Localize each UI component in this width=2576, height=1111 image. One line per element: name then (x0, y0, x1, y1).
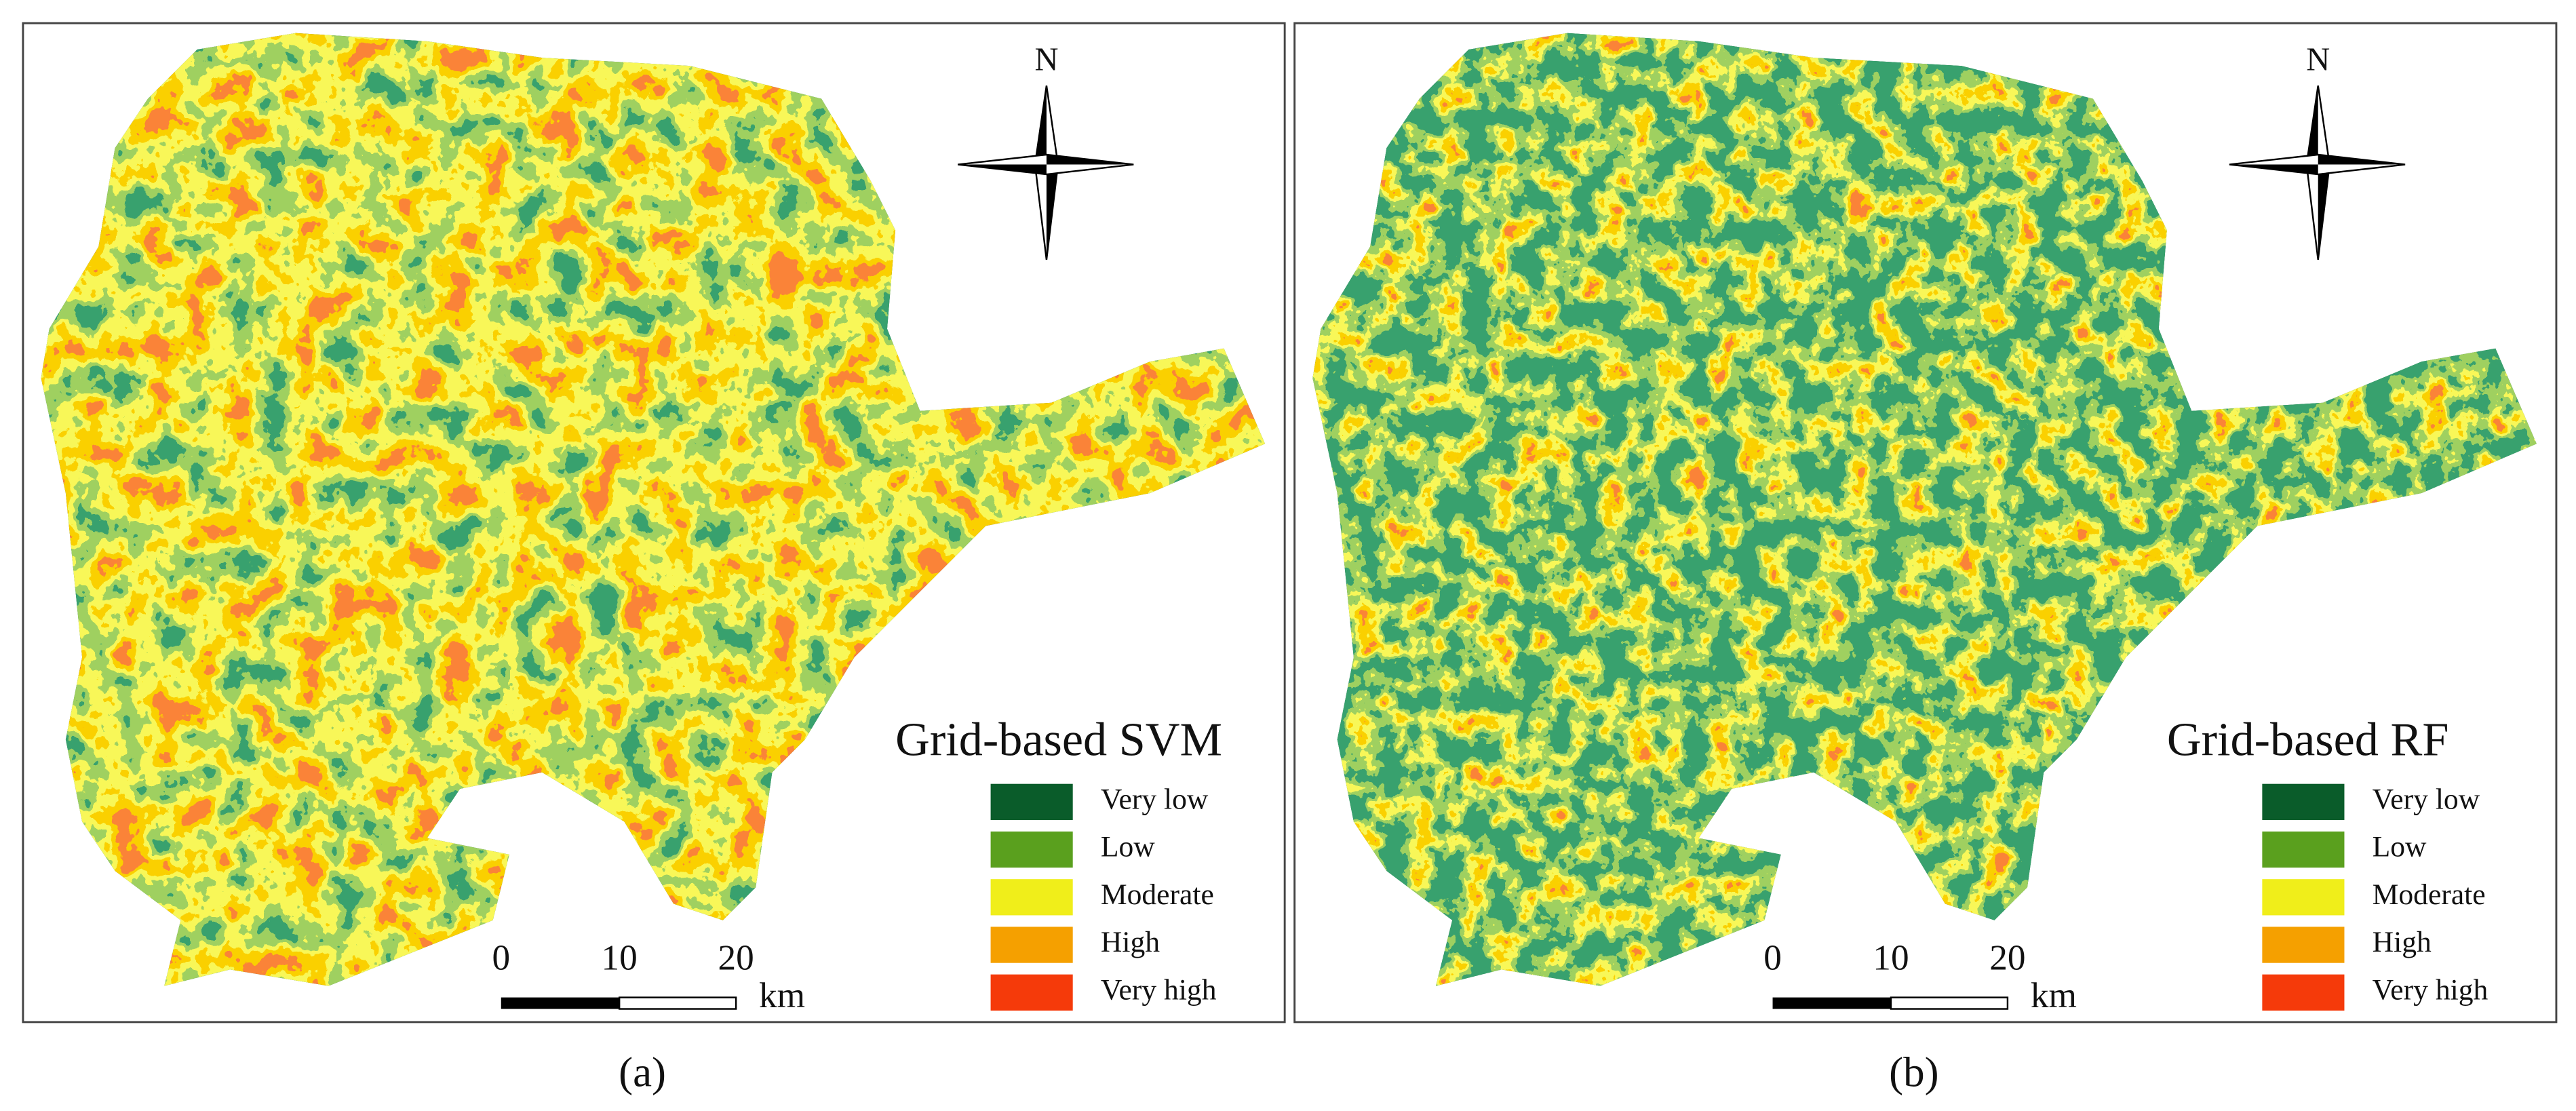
legend-swatch (2262, 974, 2345, 1011)
legend-label: Very high (2373, 973, 2489, 1006)
legend-label: Very high (1101, 973, 1217, 1006)
map-panel: N Grid-based SVM Very low Low Moderate High Ve… (22, 22, 1286, 1095)
susceptibility-raster (41, 33, 1266, 986)
legend-label: Moderate (2373, 878, 2486, 911)
legend-swatch (990, 831, 1073, 868)
east-west-fill (2318, 154, 2406, 165)
legend-label: High (2373, 926, 2432, 958)
scale-label: 0 (492, 938, 510, 978)
scale-label: 20 (1989, 938, 2025, 978)
scale-unit: km (759, 975, 805, 1015)
north-label: N (2306, 41, 2330, 77)
legend-swatch (990, 879, 1073, 916)
scale-label: 0 (1763, 938, 1782, 978)
scale-label: 10 (1873, 938, 1909, 978)
north-label: N (1034, 41, 1058, 77)
legend-label: Low (1101, 831, 1155, 863)
legend-label: High (1101, 926, 1160, 958)
east-west-fill (958, 164, 1047, 175)
east-west-fill (2229, 164, 2318, 175)
panel-caption: (b) (1889, 1048, 1938, 1095)
scale-bar-white (618, 996, 737, 1010)
legend-swatch (2262, 879, 2345, 916)
legend-swatch (990, 927, 1073, 963)
legend-label: Moderate (1101, 878, 1214, 911)
legend-label: Very low (1101, 783, 1209, 815)
scale-bar-white (1890, 996, 2009, 1010)
legend-swatch (2262, 783, 2345, 820)
legend-swatch (990, 783, 1073, 820)
scale-label: 20 (718, 938, 754, 978)
legend-swatch (990, 974, 1073, 1011)
legend-swatch (2262, 927, 2345, 963)
east-west-fill (1046, 154, 1134, 165)
legend-label: Very low (2373, 783, 2480, 815)
legend-swatch (2262, 831, 2345, 868)
scale-unit: km (2031, 975, 2077, 1015)
legend-label: Low (2373, 831, 2427, 863)
panel-caption: (a) (619, 1048, 666, 1095)
scale-bar-black (1772, 997, 1891, 1009)
legend-title: Grid-based RF (2167, 714, 2449, 766)
legend-title: Grid-based SVM (895, 714, 1222, 766)
susceptibility-raster (1312, 33, 2537, 986)
map-panel: N Grid-based RF Very low Low Moderate High Ver… (1293, 22, 2558, 1095)
scale-label: 10 (602, 938, 638, 978)
scale-bar-black (501, 997, 620, 1009)
